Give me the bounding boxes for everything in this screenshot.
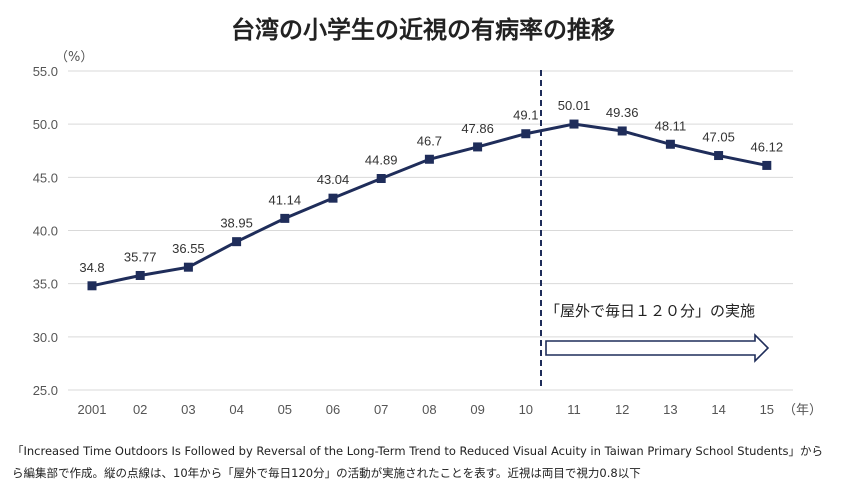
data-points xyxy=(87,119,772,291)
data-point xyxy=(617,126,627,136)
x-tick-label: 04 xyxy=(229,402,243,417)
data-point xyxy=(135,270,145,280)
y-tick-label: 45.0 xyxy=(33,170,58,185)
x-tick-label: 2001 xyxy=(78,402,107,417)
x-tick-label: 12 xyxy=(615,402,629,417)
data-label: 47.86 xyxy=(461,121,494,136)
y-tick-label: 30.0 xyxy=(33,330,58,345)
data-label: 44.89 xyxy=(365,153,398,168)
data-point xyxy=(569,119,579,129)
data-point xyxy=(521,129,531,139)
data-labels: 34.8 35.77 36.55 38.95 41.14 43.04 44.89 46.7 47… xyxy=(79,98,783,275)
data-label: 43.04 xyxy=(317,172,350,187)
y-tick-label: 35.0 xyxy=(33,277,58,292)
data-label: 49.1 xyxy=(513,108,538,123)
x-tick-label: 11 xyxy=(567,402,581,417)
chart: 台湾の小学生の近視の有病率の推移 （%） 25.0 30.0 35.0 40.0 45.… xyxy=(33,16,822,418)
data-label: 48.11 xyxy=(655,118,687,133)
data-label: 41.14 xyxy=(269,192,302,207)
data-label: 46.12 xyxy=(751,139,784,154)
y-tick-label: 55.0 xyxy=(33,64,58,79)
footnote-line-1: 「Increased Time Outdoors Is Followed by … xyxy=(12,444,824,458)
x-axis-ticks: 2001 02 03 04 05 06 07 08 09 10 11 12 13 14 15 xyxy=(78,402,774,417)
y-axis-ticks: 25.0 30.0 35.0 40.0 45.0 50.0 55.0 xyxy=(33,64,58,398)
x-tick-label: 10 xyxy=(519,402,533,417)
x-tick-label: 06 xyxy=(326,402,340,417)
data-point xyxy=(424,154,434,164)
x-tick-label: 05 xyxy=(278,402,292,417)
data-label: 38.95 xyxy=(220,216,253,231)
y-tick-label: 25.0 xyxy=(33,383,58,398)
y-axis-unit: （%） xyxy=(55,50,93,65)
x-tick-label: 14 xyxy=(711,402,725,417)
data-label: 34.8 xyxy=(79,260,104,275)
x-tick-label: 08 xyxy=(422,402,436,417)
data-label: 46.7 xyxy=(417,133,442,148)
chart-title: 台湾の小学生の近視の有病率の推移 xyxy=(231,16,615,44)
data-label: 49.36 xyxy=(606,105,639,120)
data-point xyxy=(280,213,290,223)
data-label: 35.77 xyxy=(124,249,157,264)
x-tick-label: 07 xyxy=(374,402,388,417)
series-line xyxy=(91,122,768,288)
x-tick-label: 02 xyxy=(133,402,147,417)
data-point xyxy=(232,237,242,247)
data-point xyxy=(762,160,772,170)
y-tick-label: 50.0 xyxy=(33,117,58,132)
x-tick-label: 13 xyxy=(663,402,677,417)
data-point xyxy=(473,142,483,152)
x-axis-unit: （年） xyxy=(783,403,822,418)
data-label: 47.05 xyxy=(702,130,735,145)
data-point xyxy=(87,281,97,291)
intervention-arrow xyxy=(545,333,770,363)
data-point xyxy=(183,262,193,272)
intervention-annotation: 「屋外で毎日１２０分」の実施 xyxy=(545,302,755,320)
x-tick-label: 15 xyxy=(760,402,774,417)
x-tick-label: 09 xyxy=(470,402,484,417)
x-tick-label: 03 xyxy=(181,402,195,417)
data-label: 50.01 xyxy=(558,98,591,113)
footnote-line-2: ら編集部で作成。縦の点線は、10年から「屋外で毎日120分」の活動が実施されたこ… xyxy=(12,466,641,480)
data-label: 36.55 xyxy=(172,241,205,256)
data-point xyxy=(714,151,724,161)
data-point xyxy=(328,193,338,203)
y-tick-label: 40.0 xyxy=(33,224,58,239)
data-point xyxy=(376,174,386,184)
gridlines xyxy=(68,70,793,391)
data-point xyxy=(665,139,675,149)
